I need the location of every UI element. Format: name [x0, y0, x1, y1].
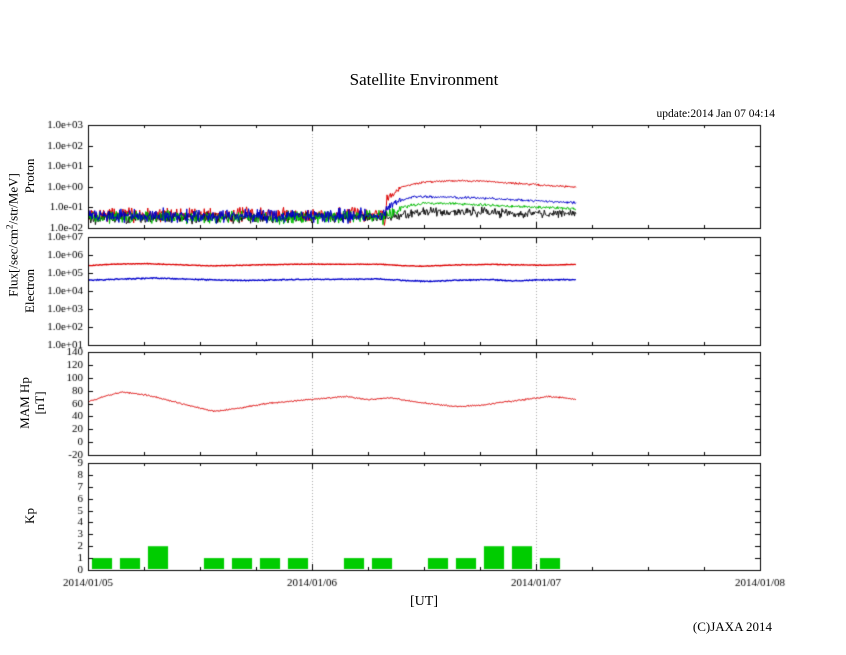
proton-axis-label: Proton — [22, 158, 37, 194]
x-axis-unit-label: [UT] — [410, 594, 438, 609]
flux-axis-label-pre: Flux[/sec/cm — [5, 228, 21, 297]
flux-axis-label-post: /str/MeV] — [5, 173, 21, 225]
mam-axis-label-line2: [nT] — [32, 391, 47, 415]
flux-axis-label: Flux[/sec/cm2/str/MeV] — [4, 173, 21, 297]
flux-axis-label-sup: 2 — [4, 224, 15, 229]
mam-axis-label-line1: MAM Hp — [17, 377, 32, 429]
kp-axis-label: Kp — [22, 508, 37, 524]
update-timestamp: update:2014 Jan 07 04:14 — [656, 108, 776, 120]
electron-axis-label: Electron — [22, 268, 37, 314]
copyright-label: (C)JAXA 2014 — [692, 619, 772, 634]
page-title: Satellite Environment — [349, 70, 499, 89]
